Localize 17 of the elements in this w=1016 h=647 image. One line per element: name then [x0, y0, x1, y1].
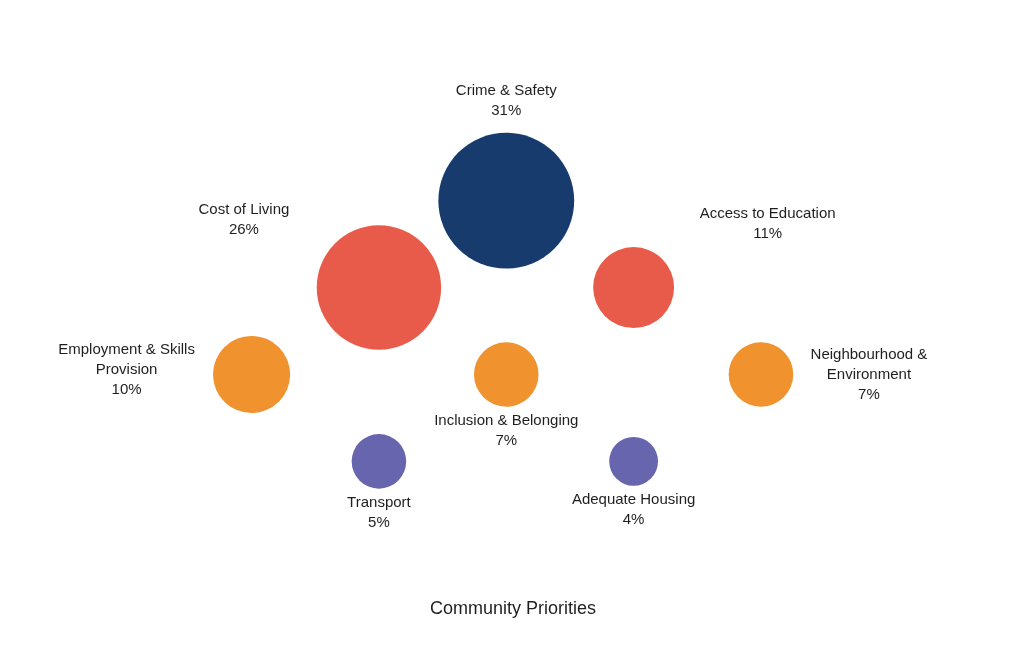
data-label: 4% [622, 509, 645, 527]
category-label: Inclusion & Belonging [434, 410, 579, 428]
category-label: Neighbourhood & Environment [810, 344, 928, 382]
text: Community Priorities [429, 597, 597, 618]
data-label: 7% [858, 384, 880, 402]
data-label: 26% [228, 219, 259, 237]
category-label: Crime & Safety [455, 80, 558, 98]
data-label: 10% [111, 379, 142, 397]
data-label: 31% [491, 100, 522, 118]
category-label: Adequate Housing [571, 489, 696, 507]
category-label: Access to Education [699, 203, 836, 221]
data-label: 5% [368, 512, 390, 530]
data-label: 11% [753, 223, 783, 241]
category-label: Employment & Skills Provision [58, 339, 195, 377]
category-label: Transport [347, 492, 412, 510]
data-label: 7% [495, 430, 518, 448]
category-label: Cost of Living [198, 199, 290, 217]
